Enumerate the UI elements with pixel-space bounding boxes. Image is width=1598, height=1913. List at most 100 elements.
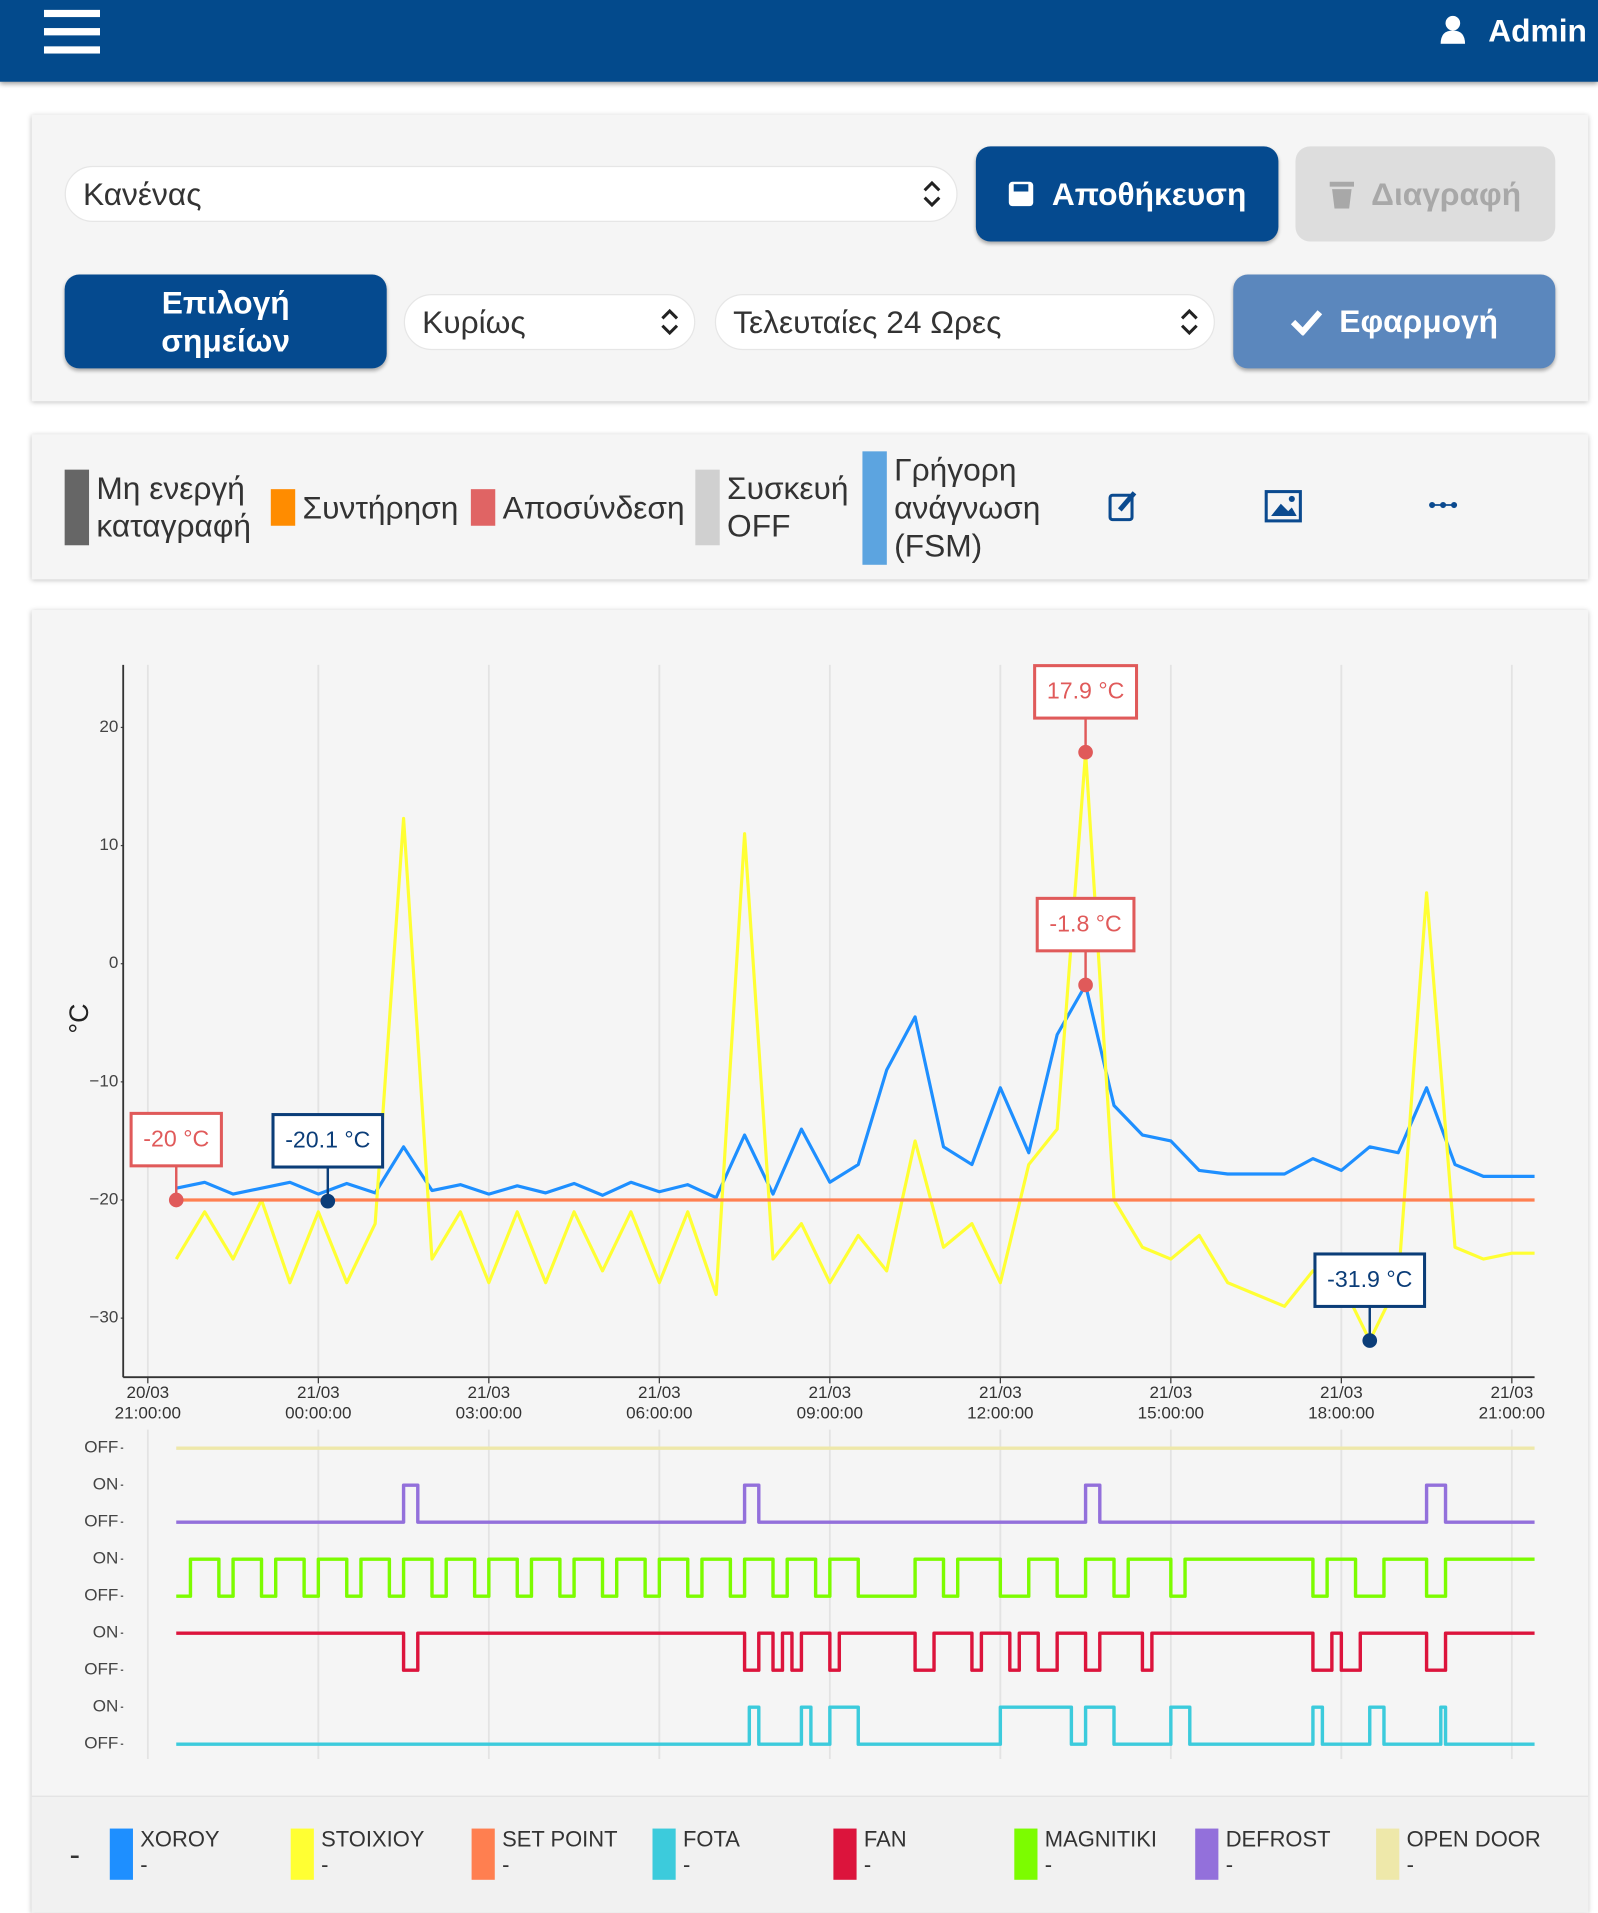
legend-value: -: [864, 1852, 871, 1877]
legend-name: STOIXIOY: [321, 1827, 425, 1852]
x-tick-label: 21/03 09:00:00: [797, 1383, 863, 1423]
save-text: Αποθήκευση: [1051, 175, 1247, 212]
legend-value: -: [1407, 1852, 1414, 1877]
annotation-marker: [1078, 744, 1093, 760]
annotation-label: -1.8 °C: [1049, 910, 1121, 936]
status-swatch: [270, 489, 296, 526]
legend-name: SET POINT: [502, 1827, 617, 1852]
delete-button[interactable]: Διαγραφή: [1295, 146, 1556, 242]
annotation-marker: [1078, 977, 1093, 993]
apply-button[interactable]: Εφαρμογή: [1233, 274, 1556, 369]
status-item: Μη ενεργή καταγραφή: [64, 446, 292, 568]
status-text: Συσκευή OFF: [727, 469, 849, 545]
x-tick-label: 21/03 03:00:00: [456, 1383, 522, 1423]
status-swatch: [470, 489, 496, 526]
annotation: -31.9 °C: [1313, 1252, 1427, 1308]
preset-select[interactable]: Κανένας: [64, 165, 958, 223]
apply-text: Εφαρμογή: [1339, 302, 1499, 340]
status-text: Συντήρηση: [302, 488, 459, 526]
y-tick-label: OFF: [84, 1438, 118, 1457]
x-tick-label: 21/03 15:00:00: [1138, 1383, 1204, 1423]
legend-value: -: [321, 1852, 328, 1877]
legend-swatch: [109, 1828, 133, 1880]
legend-swatch: [471, 1828, 495, 1880]
legend-value: -: [1045, 1852, 1052, 1877]
y-tick-label: 10: [99, 835, 118, 854]
step-line: [176, 1483, 1535, 1524]
legend-swatch: [833, 1828, 857, 1880]
annotation-box: [129, 1111, 223, 1168]
x-tick-label: 21/03 21:00:00: [1479, 1383, 1545, 1423]
image-icon[interactable]: [1264, 490, 1302, 523]
y-tick-label: ON: [93, 1623, 119, 1642]
group-text: Κυρίως: [422, 303, 526, 340]
tool-icons: [1108, 490, 1458, 523]
preset-text: Κανένας: [82, 175, 202, 212]
legend-value: -: [1226, 1852, 1233, 1877]
legend-label: -: [70, 1836, 81, 1872]
legend-swatch: [652, 1828, 676, 1880]
status-legend: Μη ενεργή καταγραφή Συντήρηση Αποσύνδεση Συ…: [64, 446, 1077, 568]
legend-name: XOROY: [140, 1827, 220, 1852]
legend-swatch: [290, 1828, 314, 1880]
x-tick-label: 20/03 21:00:00: [115, 1383, 181, 1423]
x-tick-label: 21/03 12:00:00: [967, 1383, 1033, 1423]
y-axis-label: °C: [64, 1004, 94, 1034]
save-icon: [1009, 181, 1034, 207]
status-text: Αποσύνδεση: [502, 488, 685, 526]
status-item: Συντήρηση: [270, 446, 486, 568]
y-tick-label: −10: [89, 1071, 118, 1090]
edit-icon[interactable]: [1108, 491, 1137, 522]
top-bar: Admin: [0, 0, 1598, 82]
legend-name: DEFROST: [1226, 1827, 1331, 1852]
step-line: [176, 1557, 1535, 1598]
range-select[interactable]: Τελευταίες 24 Ωρες: [714, 293, 1215, 351]
legend-name: FOTA: [683, 1827, 740, 1852]
chevron: [923, 180, 941, 208]
status-text: Γρήγορη ανάγνωση (FSM): [894, 450, 1041, 563]
y-tick-label: ON: [93, 1475, 119, 1494]
annotation-box: [1035, 896, 1136, 953]
y-tick-label: OFF: [84, 1586, 118, 1605]
y-tick-label: ON: [93, 1697, 119, 1716]
points-button[interactable]: Επιλογή σημείων: [64, 274, 387, 369]
annotation-label: -20 °C: [143, 1125, 209, 1151]
legend-name: OPEN DOOR: [1407, 1827, 1541, 1852]
chevron: [1180, 308, 1198, 336]
legend-swatch: [1014, 1828, 1038, 1880]
status-swatch: [695, 469, 720, 546]
user-name[interactable]: Admin: [1488, 12, 1587, 49]
annotation-box: [1033, 664, 1139, 720]
annotation-box: [271, 1113, 385, 1169]
points-text: Επιλογή σημείων: [161, 283, 291, 359]
range-text: Τελευταίες 24 Ωρες: [733, 303, 1002, 340]
status-item: Γρήγορη ανάγνωση (FSM): [862, 446, 1077, 568]
legend-name: FAN: [864, 1827, 907, 1852]
trash-icon: [1329, 181, 1355, 209]
status-text: Μη ενεργή καταγραφή: [96, 469, 252, 545]
status-swatch: [862, 450, 887, 565]
legend-swatch: [1195, 1828, 1219, 1880]
group-select[interactable]: Κυρίως: [403, 293, 696, 351]
chevron: [661, 308, 679, 336]
legend-value: -: [140, 1852, 147, 1877]
annotation: -20 °C: [129, 1111, 223, 1168]
more-icon[interactable]: [1429, 501, 1458, 509]
annotation-label: -20.1 °C: [285, 1127, 370, 1153]
status-item: Συσκευή OFF: [695, 446, 879, 568]
series-line: [174, 750, 1535, 1343]
menu-icon[interactable]: [43, 9, 101, 54]
annotation-marker: [320, 1193, 336, 1209]
y-tick-label: 20: [99, 717, 118, 736]
annotation: 17.9 °C: [1033, 664, 1139, 720]
legend-value: -: [502, 1852, 509, 1877]
y-tick-label: −30: [89, 1308, 118, 1327]
legend-value: -: [683, 1852, 690, 1877]
step-line: [176, 1705, 1535, 1746]
y-tick-label: OFF: [84, 1734, 118, 1753]
y-tick-label: −20: [89, 1190, 118, 1209]
user-icon: [1440, 15, 1466, 44]
legend-name: MAGNITIKI: [1045, 1827, 1157, 1852]
save-button[interactable]: Αποθήκευση: [975, 146, 1279, 242]
